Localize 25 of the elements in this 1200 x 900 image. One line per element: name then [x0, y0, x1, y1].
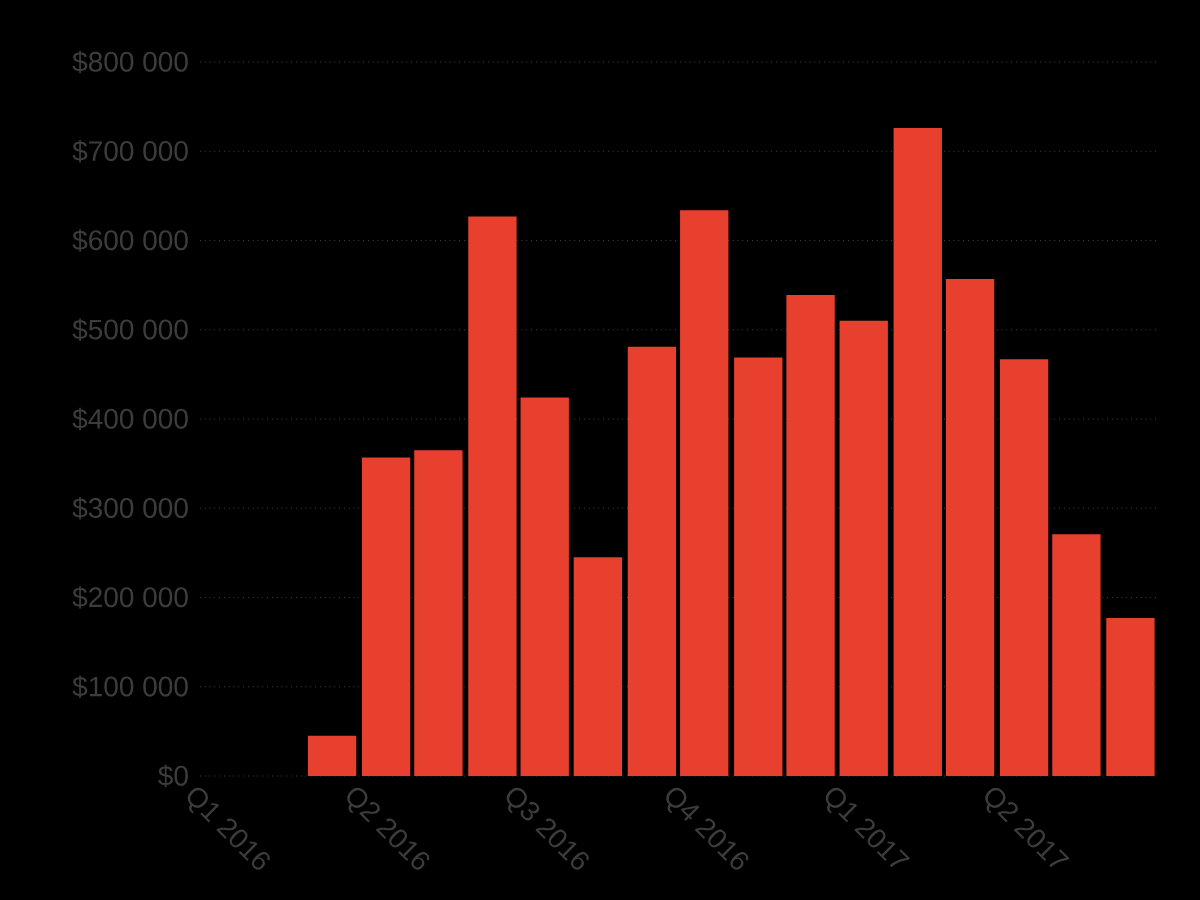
y-tick-label: $400 000: [72, 407, 188, 431]
bar: [680, 210, 729, 776]
bar: [468, 216, 517, 776]
bar: [1106, 618, 1155, 776]
bar: [361, 457, 411, 776]
bar: [945, 278, 995, 776]
bar: [839, 320, 888, 776]
y-tick-label: $200 000: [72, 586, 188, 609]
bar: [999, 359, 1049, 776]
bar: [307, 735, 357, 776]
y-tick-label: $100 000: [72, 675, 188, 699]
y-tick-label: $800 000: [72, 50, 188, 74]
bar: [573, 557, 623, 776]
y-tick-label: $0: [158, 764, 188, 788]
bar: [893, 128, 942, 776]
bar: [786, 294, 835, 776]
bar: [1052, 534, 1101, 776]
y-tick-label: $300 000: [72, 496, 188, 520]
bar: [627, 346, 677, 776]
bar: [520, 397, 569, 776]
bar: [414, 450, 463, 776]
y-tick-label: $700 000: [72, 139, 188, 163]
y-tick-label: $500 000: [72, 318, 188, 342]
bar: [734, 357, 783, 776]
y-tick-label: $600 000: [72, 229, 188, 252]
